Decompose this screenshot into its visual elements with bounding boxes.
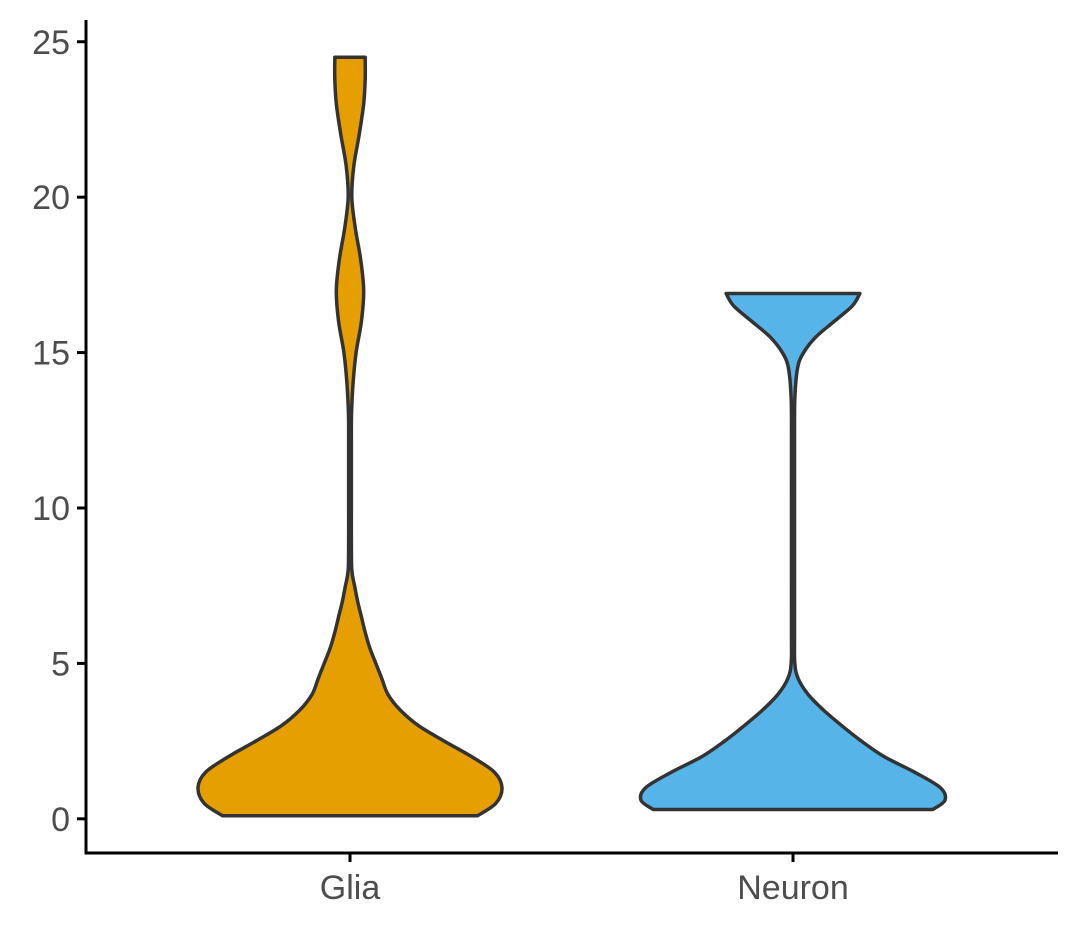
violins-layer <box>196 55 948 818</box>
y-tick-label: 20 <box>32 179 70 217</box>
y-tick-label: 15 <box>32 335 70 373</box>
violin-neuron <box>638 291 948 812</box>
y-axis-ticks: 0 5 10 15 20 25 <box>32 24 86 839</box>
y-tick-label: 0 <box>51 801 70 839</box>
violin-glia <box>196 55 504 818</box>
y-tick-label: 5 <box>51 645 70 683</box>
x-axis-ticks: Glia Neuron <box>320 853 849 907</box>
y-tick-label: 25 <box>32 24 70 62</box>
x-tick-label: Glia <box>320 869 381 907</box>
y-tick-label: 10 <box>32 490 70 528</box>
x-tick-label: Neuron <box>737 869 849 907</box>
